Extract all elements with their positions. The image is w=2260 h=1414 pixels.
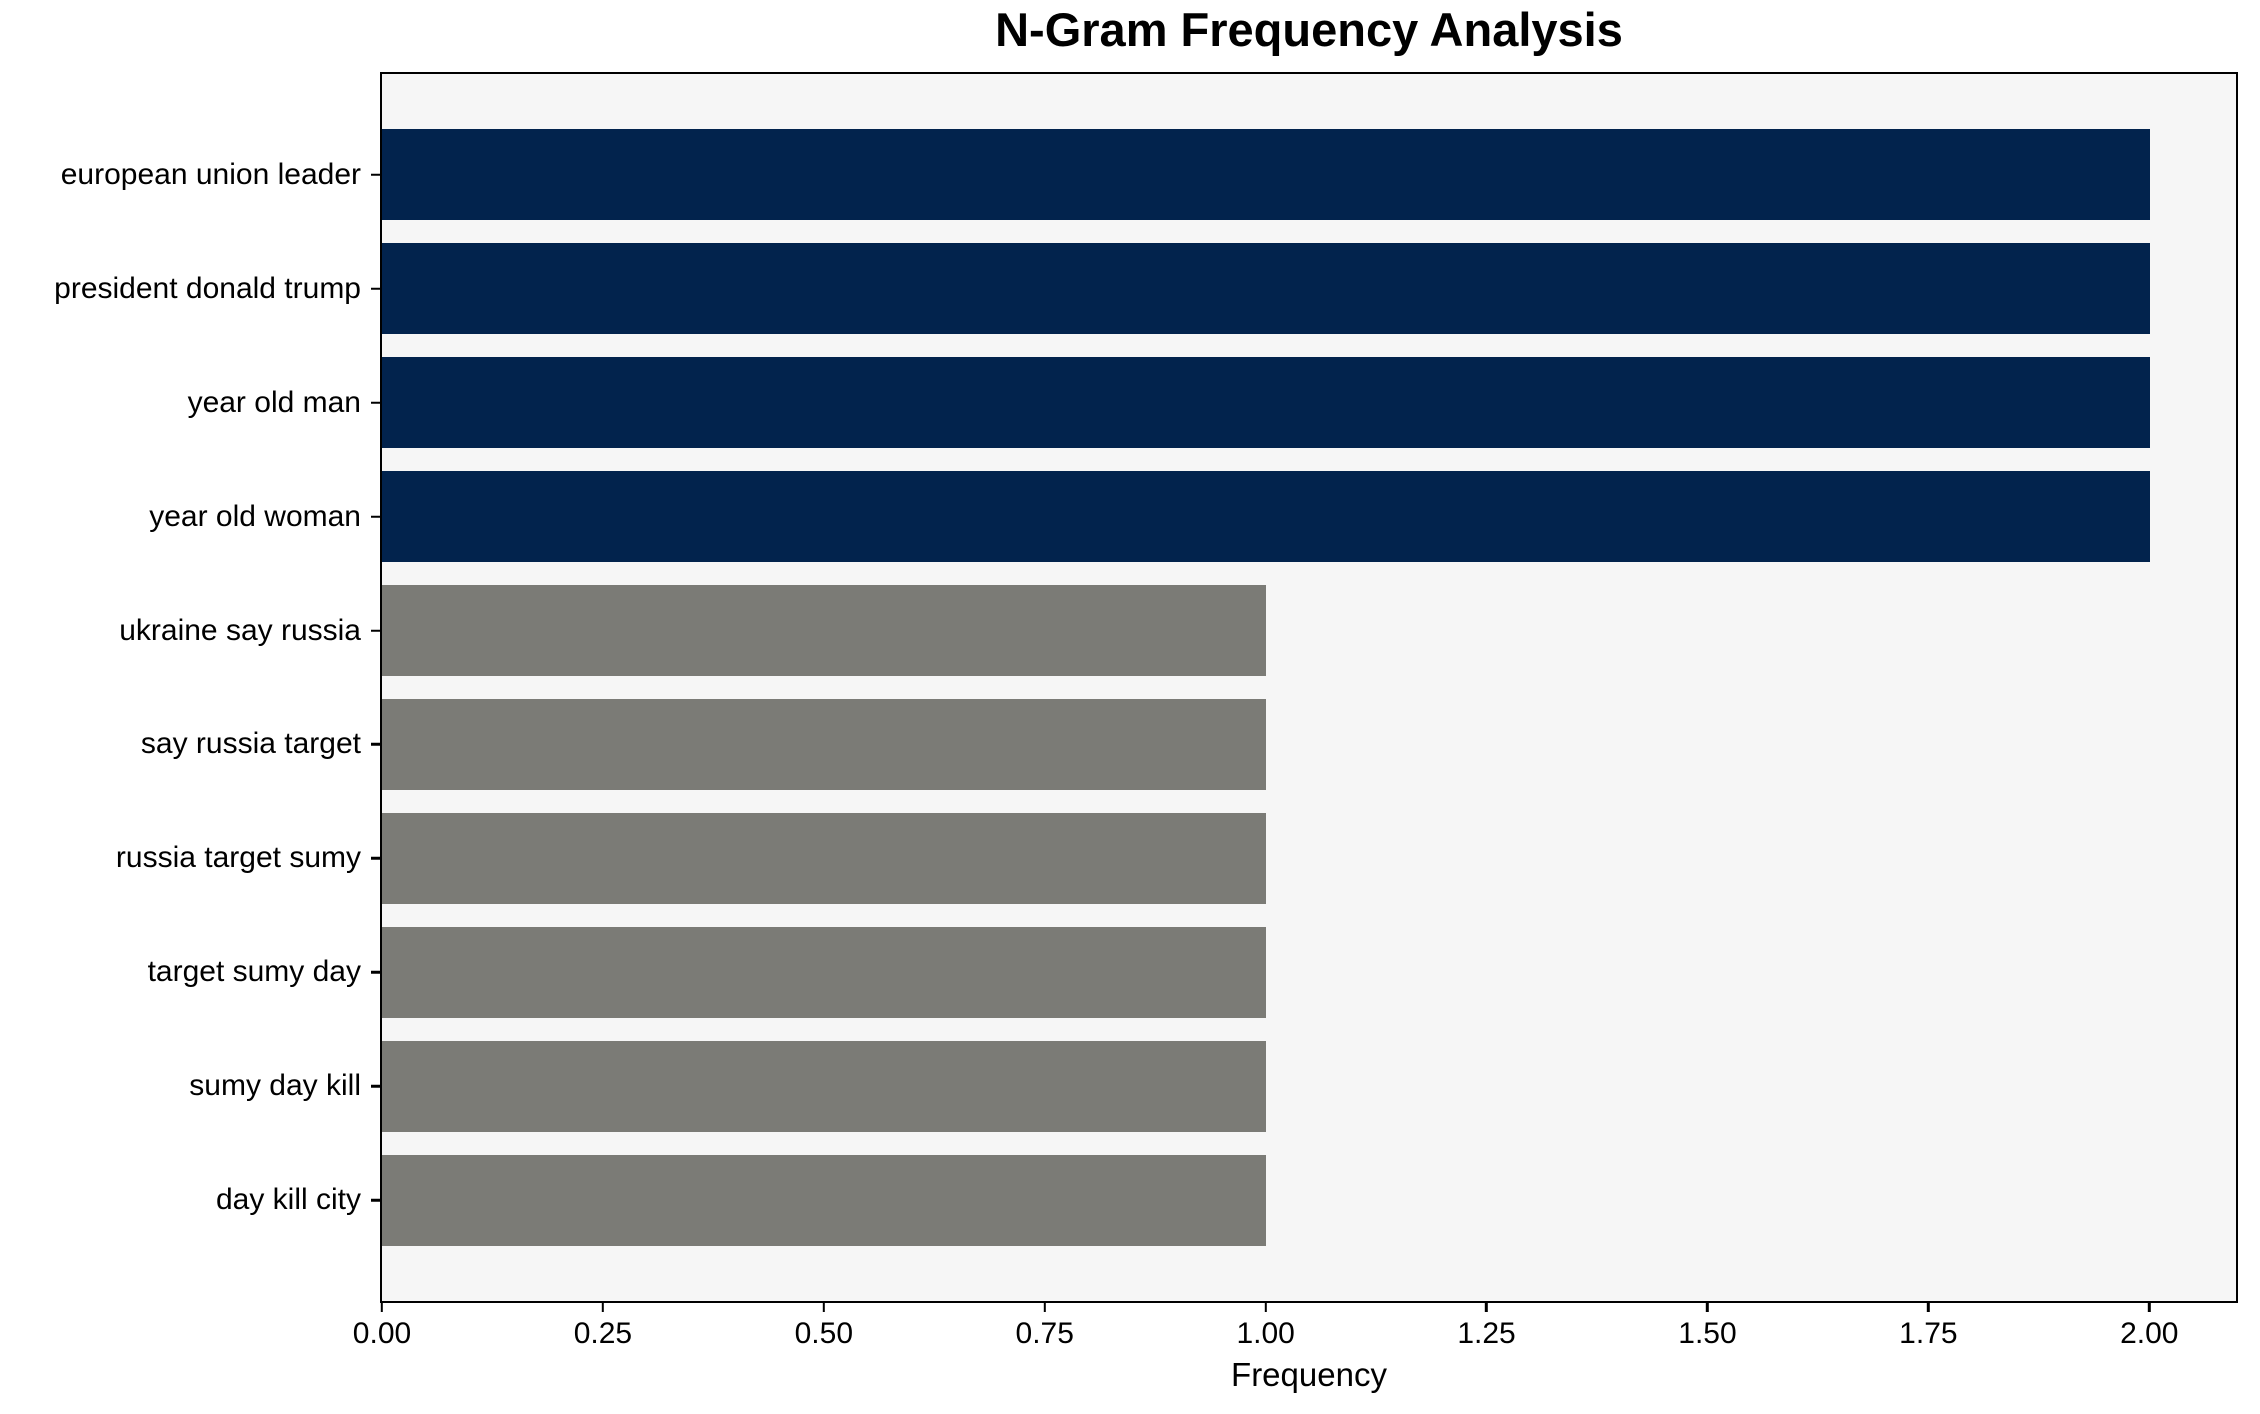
bar-row: president donald trump <box>54 232 2236 346</box>
x-tick-label: 0.25 <box>573 1317 633 1350</box>
x-tick: 1.50 <box>1678 1303 1737 1351</box>
x-tick: 1.25 <box>1457 1303 1516 1351</box>
y-axis-category-label: say russia target <box>140 727 361 761</box>
bar-row: say russia target <box>141 688 2236 802</box>
x-tick: 0.25 <box>574 1303 632 1351</box>
bar-row: russia target sumy <box>116 801 2236 915</box>
frequency-bar <box>382 357 2151 449</box>
x-tick: 1.75 <box>1899 1303 1958 1351</box>
y-axis-category-label: european union leader <box>60 157 361 191</box>
x-tick: 1.00 <box>1236 1303 1295 1351</box>
y-tick-mark <box>371 401 380 405</box>
y-axis-category-label: ukraine say russia <box>119 613 361 647</box>
frequency-bar <box>382 812 1267 904</box>
x-tick: 0.00 <box>353 1303 411 1351</box>
bar-rows-container: european union leader president donald tr… <box>54 74 2236 1301</box>
frequency-bar <box>382 243 2151 335</box>
frequency-bar <box>382 471 2151 563</box>
y-axis-category-label: target sumy day <box>147 955 361 989</box>
bar-row: target sumy day <box>148 915 2236 1029</box>
x-axis-ticks: 0.00 0.25 0.50 0.75 1.00 1.25 1.50 1.75 2.00 <box>353 1303 2235 1363</box>
bar-row: year old man <box>188 346 2236 460</box>
x-tick-mark <box>1043 1303 1046 1312</box>
x-tick-mark <box>2148 1303 2151 1312</box>
y-tick-mark <box>371 629 380 632</box>
x-tick: 0.50 <box>795 1303 853 1351</box>
bar-row: day kill city <box>216 1143 2236 1257</box>
y-tick-mark <box>371 173 380 177</box>
y-axis-category-label: day kill city <box>215 1183 361 1217</box>
x-tick-label: 2.00 <box>2120 1317 2179 1350</box>
frequency-bar <box>382 698 1267 790</box>
chart-title: N-Gram Frequency Analysis <box>995 3 1623 56</box>
frequency-bar <box>382 585 1267 677</box>
bar-row: european union leader <box>61 118 2236 232</box>
x-tick-label: 0.00 <box>352 1317 412 1350</box>
x-tick-mark <box>822 1303 826 1312</box>
y-tick-mark <box>371 857 380 860</box>
x-tick: 2.00 <box>2120 1303 2178 1351</box>
x-tick: 0.75 <box>1016 1303 1074 1351</box>
y-tick-mark <box>371 515 380 518</box>
plot-area: european union leader president donald tr… <box>54 72 2238 1303</box>
y-tick-mark <box>371 1084 380 1088</box>
bar-row: ukraine say russia <box>119 574 2236 688</box>
y-tick-mark <box>371 287 380 291</box>
x-tick-label: 1.50 <box>1678 1317 1737 1350</box>
frequency-bar <box>382 926 1267 1018</box>
y-axis-category-label: sumy day kill <box>189 1069 361 1103</box>
x-tick-mark <box>1927 1303 1930 1312</box>
y-tick-mark <box>371 743 380 746</box>
x-tick-mark <box>1485 1303 1488 1312</box>
x-tick-mark <box>601 1303 605 1312</box>
bar-row: sumy day kill <box>189 1029 2236 1143</box>
y-axis-category-label: year old man <box>187 385 361 419</box>
y-tick-mark <box>371 971 380 974</box>
x-tick-label: 1.00 <box>1236 1317 1295 1350</box>
x-tick-mark <box>1264 1303 1267 1312</box>
frequency-bar <box>382 1040 1267 1132</box>
x-tick-label: 1.75 <box>1899 1317 1958 1350</box>
frequency-bar <box>382 1154 1267 1246</box>
y-tick-mark <box>371 1198 380 1202</box>
x-tick-label: 1.25 <box>1457 1317 1516 1350</box>
y-axis-category-label: president donald trump <box>54 271 361 305</box>
x-tick-label: 0.75 <box>1015 1317 1074 1350</box>
x-tick-mark <box>1706 1303 1709 1312</box>
x-axis-title: Frequency <box>1231 1356 1387 1393</box>
x-tick-mark <box>380 1303 384 1312</box>
bar-row: year old woman <box>149 460 2236 574</box>
y-axis-category-label: russia target sumy <box>115 841 361 875</box>
x-tick-label: 0.50 <box>794 1317 854 1350</box>
y-axis-category-label: year old woman <box>149 499 361 533</box>
frequency-bar <box>382 129 2151 221</box>
